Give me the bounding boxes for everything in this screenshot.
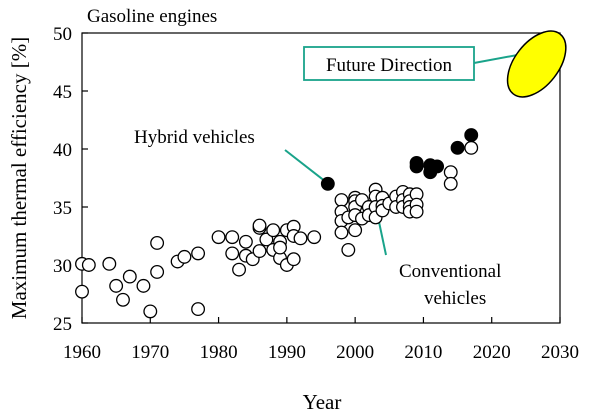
y-tick-label: 35 <box>53 198 72 219</box>
conventional-point <box>75 284 89 299</box>
hybrid-point <box>450 140 465 155</box>
future-direction-label: Future Direction <box>326 55 453 76</box>
x-tick-label: 2030 <box>541 342 579 363</box>
conventional-point <box>293 231 308 246</box>
conventional-point <box>211 230 226 245</box>
conventional-point <box>136 278 151 293</box>
conventional-point <box>286 252 301 267</box>
conventional-point <box>273 240 287 255</box>
x-tick-label: 1960 <box>63 342 101 363</box>
conventional-point <box>266 223 281 238</box>
plot-frame <box>81 32 561 324</box>
hybrid-vehicles-label: Hybrid vehicles <box>134 127 255 148</box>
x-tick-label: 2000 <box>336 342 374 363</box>
hybrid-point <box>464 128 479 143</box>
y-tick-label: 40 <box>53 140 72 161</box>
conventional-point <box>122 269 137 284</box>
y-tick-label: 50 <box>53 24 72 45</box>
y-tick-label: 25 <box>53 314 72 335</box>
future-direction-ellipse <box>506 30 567 98</box>
conventional-vehicles-label-line2: vehicles <box>424 288 486 309</box>
conventional-point <box>150 236 165 250</box>
conventional-vehicles-label-line1: Conventional <box>399 261 501 282</box>
conventional-point <box>334 193 349 207</box>
hybrid-point <box>409 159 424 174</box>
chart-title: Gasoline engines <box>87 6 217 27</box>
hybrid-point <box>430 159 445 174</box>
conventional-point <box>109 278 124 293</box>
conventional-point <box>252 244 267 259</box>
conventional-point <box>334 225 349 240</box>
conventional-point <box>225 230 240 245</box>
x-tick-label: 1980 <box>200 342 238 363</box>
y-tick-label: 30 <box>53 256 72 277</box>
y-axis-label: Maximum thermal efficiency [%] <box>7 37 31 319</box>
x-axis-label: Year <box>303 390 342 414</box>
conventional-point <box>443 176 458 191</box>
conventional-point <box>232 262 247 277</box>
conventional-point <box>177 249 192 264</box>
conventional-point <box>225 246 240 261</box>
x-tick-label: 1970 <box>131 342 169 363</box>
conventional-point <box>143 304 158 319</box>
future-direction-box <box>303 46 475 81</box>
conventional-point <box>238 234 253 249</box>
y-tick-label: 45 <box>53 82 72 103</box>
x-tick-label: 2020 <box>473 342 511 363</box>
conventional-point <box>81 258 96 272</box>
conventional-point <box>191 246 206 261</box>
conventional-point <box>409 204 424 219</box>
conventional-point <box>307 230 322 245</box>
conventional-point <box>150 265 165 279</box>
x-tick-label: 2010 <box>404 342 442 363</box>
conventional-point <box>443 165 458 180</box>
conventional-point <box>116 292 130 307</box>
conventional-point <box>259 232 274 247</box>
conventional-point <box>464 140 479 155</box>
leader-line-future <box>473 53 523 64</box>
conventional-point <box>191 302 206 317</box>
conventional-point <box>102 256 117 271</box>
x-tick-label: 1990 <box>268 342 306 363</box>
conventional-point <box>252 218 267 233</box>
conventional-point <box>341 242 356 257</box>
leader-line-hybrid <box>284 149 327 183</box>
hybrid-point <box>320 176 335 191</box>
leader-line-conventional <box>377 219 387 256</box>
conventional-point <box>348 223 363 238</box>
